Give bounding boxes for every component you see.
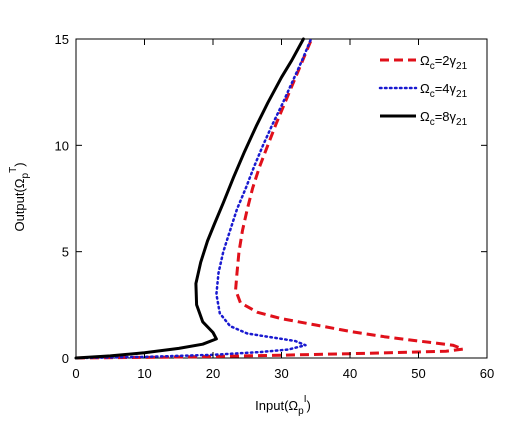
y-axis-label: Output(ΩpT) <box>8 162 31 231</box>
y-tick-label: 0 <box>62 351 69 366</box>
series-line-3 <box>74 37 305 360</box>
axis-ticks: 0 10 20 30 40 50 60 0 5 10 15 <box>55 32 495 381</box>
y-tick-label: 15 <box>55 32 69 47</box>
x-tick-label: 10 <box>137 366 151 381</box>
x-tick-label: 40 <box>343 366 357 381</box>
y-tick-label: 5 <box>62 245 69 260</box>
series-line-2 <box>74 37 313 360</box>
series-lines <box>74 37 465 360</box>
y-tick-label: 10 <box>55 138 69 153</box>
x-axis-label: Input(ΩpI) <box>255 394 311 417</box>
legend-label-series-1: Ωc=2γ21 <box>420 53 468 72</box>
x-tick-label: 0 <box>72 366 79 381</box>
x-tick-label: 50 <box>411 366 425 381</box>
legend-label-series-2: Ωc=4γ21 <box>420 81 468 100</box>
series-line-1 <box>75 38 465 360</box>
x-tick-label: 60 <box>480 366 494 381</box>
legend: Ωc=2γ21 Ωc=4γ21 Ωc=8γ21 <box>378 53 468 128</box>
x-tick-label: 20 <box>206 366 220 381</box>
legend-label-series-3: Ωc=8γ21 <box>420 109 468 128</box>
x-tick-label: 30 <box>274 366 288 381</box>
